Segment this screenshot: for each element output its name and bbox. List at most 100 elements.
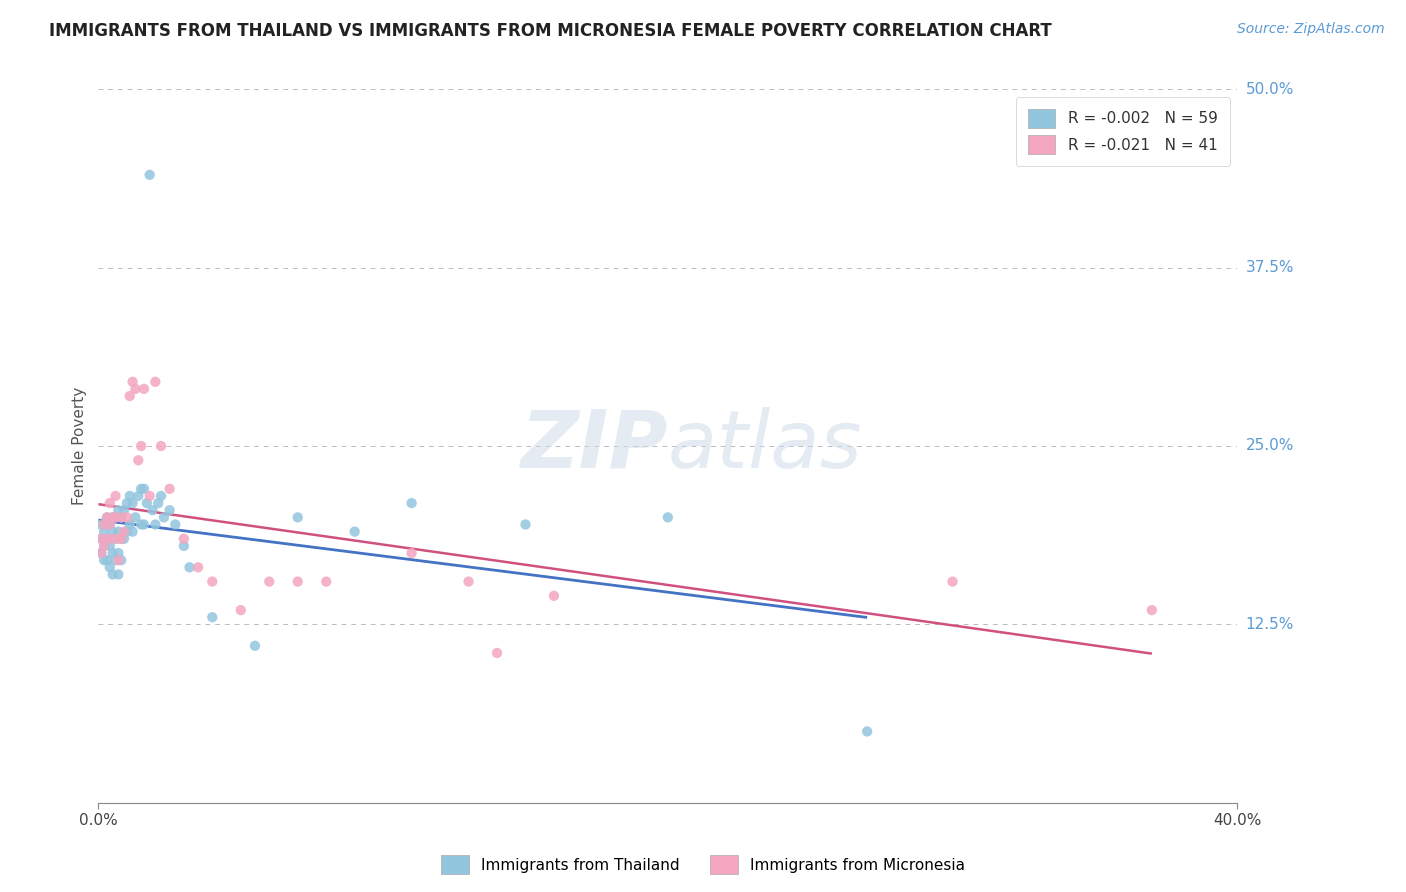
Point: [96, 510, 118, 524]
Point: [110, 553, 132, 567]
Point: [107, 546, 129, 560]
Point: [486, 646, 509, 660]
Point: [101, 532, 124, 546]
Point: [243, 639, 266, 653]
Point: [101, 524, 124, 539]
Point: [129, 439, 152, 453]
Point: [173, 532, 195, 546]
Point: [457, 574, 479, 589]
Point: [115, 510, 138, 524]
Point: [107, 503, 129, 517]
Point: [104, 489, 127, 503]
Point: [259, 574, 281, 589]
Point: [104, 553, 127, 567]
Legend: R = -0.002   N = 59, R = -0.021   N = 41: R = -0.002 N = 59, R = -0.021 N = 41: [1015, 97, 1230, 166]
Point: [101, 510, 124, 524]
Point: [287, 574, 309, 589]
Point: [121, 524, 143, 539]
Point: [93, 517, 115, 532]
Point: [127, 489, 149, 503]
Point: [93, 539, 115, 553]
Point: [145, 375, 167, 389]
Point: [98, 517, 121, 532]
Point: [118, 389, 141, 403]
Point: [942, 574, 965, 589]
Point: [141, 503, 163, 517]
Point: [1140, 603, 1163, 617]
Point: [121, 375, 143, 389]
Point: [90, 546, 112, 560]
Point: [150, 439, 173, 453]
Text: 25.0%: 25.0%: [1246, 439, 1294, 453]
Point: [138, 489, 160, 503]
Point: [101, 510, 124, 524]
Point: [96, 510, 118, 524]
Point: [93, 524, 115, 539]
Point: [98, 496, 121, 510]
Point: [104, 510, 127, 524]
Point: [90, 546, 112, 560]
Point: [229, 603, 252, 617]
Point: [107, 524, 129, 539]
Point: [129, 517, 152, 532]
Point: [173, 539, 195, 553]
Text: Source: ZipAtlas.com: Source: ZipAtlas.com: [1237, 22, 1385, 37]
Text: 12.5%: 12.5%: [1246, 617, 1294, 632]
Point: [96, 553, 118, 567]
Point: [287, 510, 309, 524]
Point: [124, 382, 146, 396]
Point: [343, 524, 366, 539]
Point: [401, 546, 423, 560]
Point: [93, 539, 115, 553]
Point: [112, 524, 135, 539]
Point: [104, 532, 127, 546]
Point: [135, 496, 157, 510]
Point: [153, 510, 176, 524]
Point: [129, 482, 152, 496]
Point: [98, 560, 121, 574]
Point: [201, 610, 224, 624]
Text: IMMIGRANTS FROM THAILAND VS IMMIGRANTS FROM MICRONESIA FEMALE POVERTY CORRELATIO: IMMIGRANTS FROM THAILAND VS IMMIGRANTS F…: [49, 22, 1052, 40]
Point: [856, 724, 879, 739]
Point: [179, 560, 201, 574]
Point: [110, 532, 132, 546]
Point: [110, 510, 132, 524]
Point: [127, 453, 149, 467]
Text: ZIP: ZIP: [520, 407, 668, 485]
Point: [101, 546, 124, 560]
Point: [96, 532, 118, 546]
Point: [187, 560, 209, 574]
Point: [132, 482, 155, 496]
Point: [138, 168, 160, 182]
Point: [132, 517, 155, 532]
Point: [543, 589, 565, 603]
Text: 50.0%: 50.0%: [1246, 82, 1294, 96]
Text: 37.5%: 37.5%: [1246, 260, 1294, 275]
Point: [90, 532, 112, 546]
Point: [148, 496, 170, 510]
Point: [98, 539, 121, 553]
Point: [124, 510, 146, 524]
Point: [107, 553, 129, 567]
Point: [112, 503, 135, 517]
Point: [90, 532, 112, 546]
Point: [104, 510, 127, 524]
Point: [101, 567, 124, 582]
Point: [90, 517, 112, 532]
Point: [132, 382, 155, 396]
Point: [107, 567, 129, 582]
Point: [315, 574, 337, 589]
Y-axis label: Female Poverty: Female Poverty: [72, 387, 87, 505]
Point: [159, 482, 181, 496]
Point: [118, 489, 141, 503]
Point: [115, 524, 138, 539]
Text: atlas: atlas: [668, 407, 863, 485]
Point: [145, 517, 167, 532]
Point: [159, 503, 181, 517]
Point: [201, 574, 224, 589]
Point: [110, 532, 132, 546]
Point: [107, 532, 129, 546]
Point: [93, 553, 115, 567]
Point: [96, 532, 118, 546]
Point: [515, 517, 537, 532]
